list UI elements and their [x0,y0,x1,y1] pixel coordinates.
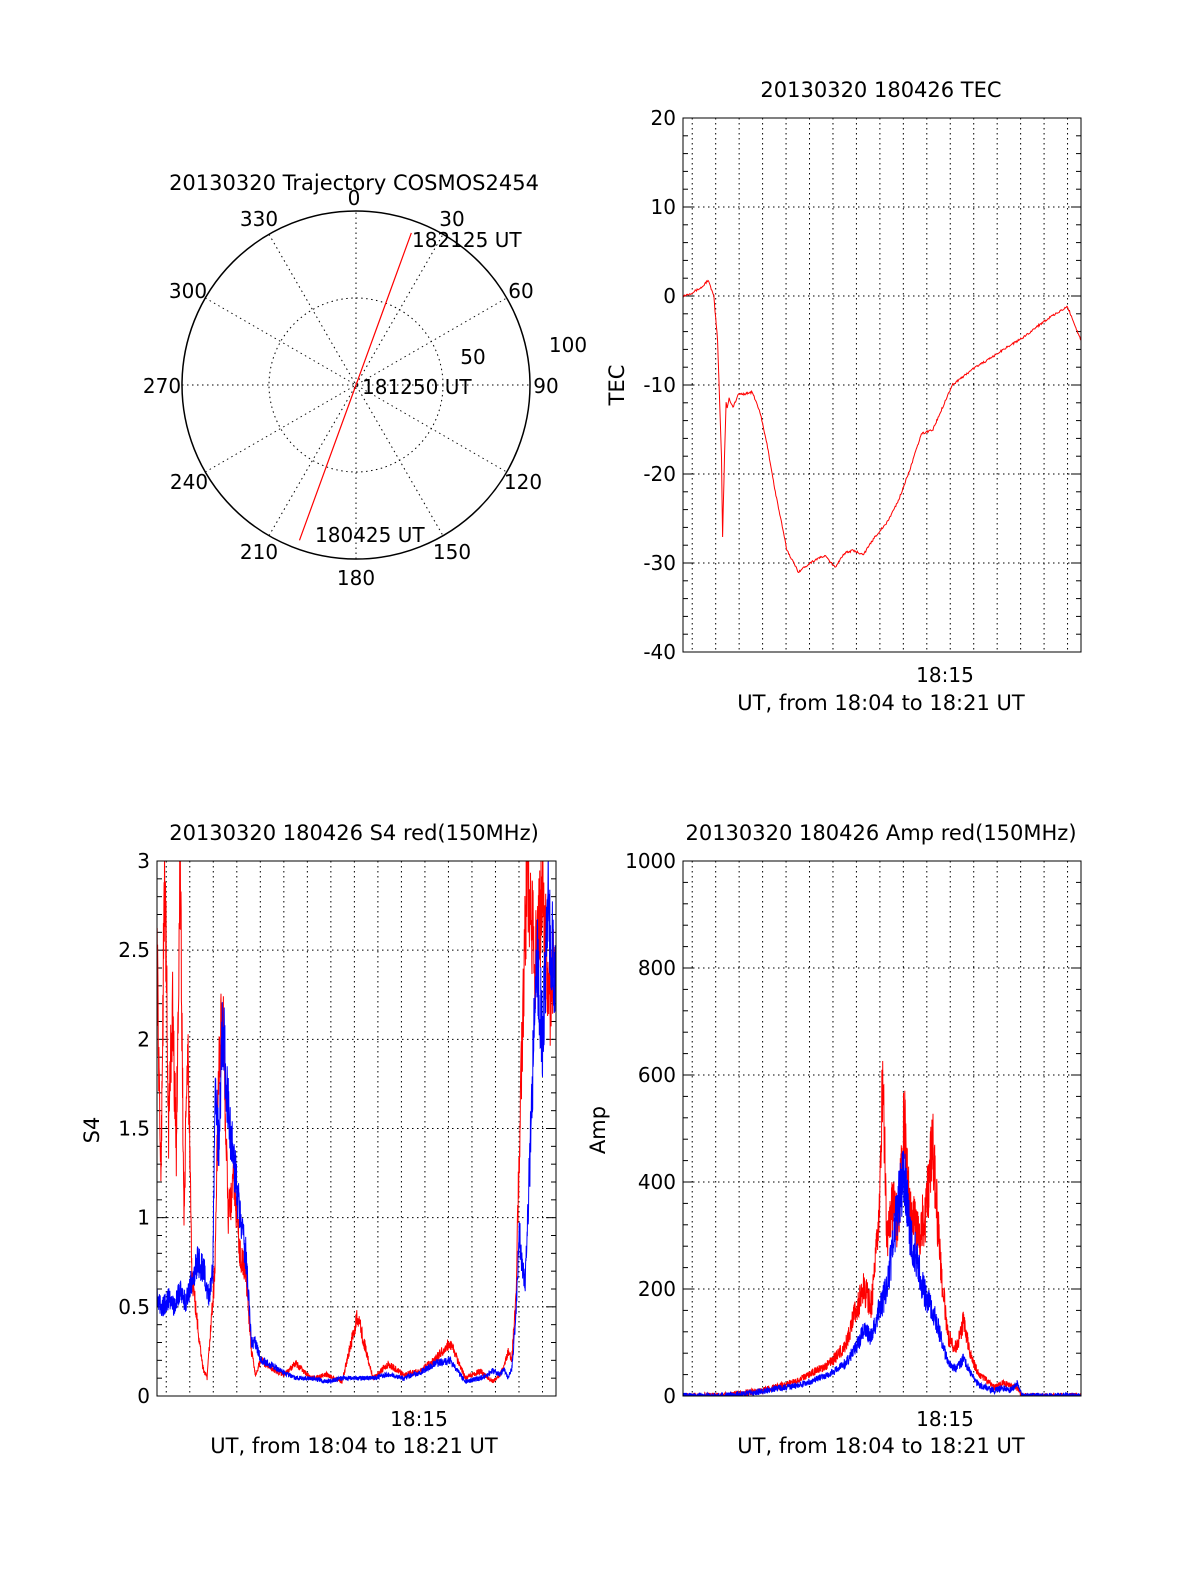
tec-ytick: -20 [643,462,676,486]
angle-label-240: 240 [170,470,208,494]
tec-ytick: 10 [651,195,676,219]
tec-plot-frame [682,117,1082,653]
tec-xlabel: UT, from 18:04 to 18:21 UT [737,691,1025,715]
s4-yticks: 3 2.5 2 1.5 1 0.5 0 [118,849,150,1408]
tec-series-red [683,279,1081,574]
angle-label-330: 330 [240,207,278,231]
amp-ytick: 600 [638,1063,676,1087]
s4-xtick-label: 18:15 [390,1407,448,1431]
amp-series-blue [683,1150,1081,1396]
tec-ytick: -30 [643,551,676,575]
tec-line-chart: 20130320 180426 TEC TEC UT, from 18:04 t… [605,78,1082,715]
s4-ytick: 3 [137,849,150,873]
angle-label-150: 150 [433,540,471,564]
amp-ylabel: Amp [586,1106,610,1154]
tec-ytick: 20 [651,106,676,130]
s4-series-blue [157,861,556,1385]
s4-line-chart: 20130320 180426 S4 red(150MHz) S4 UT, fr… [80,821,557,1458]
s4-ytick: 2.5 [118,938,150,962]
tec-minor-ticks [683,117,1081,653]
amp-plot-frame [682,860,1082,1397]
tec-ytick: -40 [643,640,676,664]
angle-label-270: 270 [143,374,181,398]
angle-label-210: 210 [240,540,278,564]
amp-ytick: 400 [638,1170,676,1194]
tec-ytick: -10 [643,373,676,397]
tec-yticks: 20 10 0 -10 -20 -30 -40 [643,106,676,664]
amp-xtick-label: 18:15 [916,1407,974,1431]
angle-label-90: 90 [533,374,558,398]
amp-series-red [683,1060,1081,1396]
angle-label-120: 120 [504,470,542,494]
satellite-track-line [298,232,412,541]
angle-label-300: 300 [169,279,207,303]
s4-ytick: 0 [137,1384,150,1408]
radial-label-100: 100 [549,333,587,357]
tec-xtick-label: 18:15 [916,663,974,687]
amp-ytick: 0 [663,1384,676,1408]
angle-label-30: 30 [439,207,464,231]
s4-grid [157,861,556,1396]
track-start-label: 180425 UT [315,523,425,547]
amp-ytick: 1000 [625,849,676,873]
polar-spoke [205,297,507,473]
tec-ylabel: TEC [605,365,629,407]
amp-ytick: 200 [638,1277,676,1301]
trajectory-title: 20130320 Trajectory COSMOS2454 [169,171,539,195]
track-mid-label: 181250 UT [362,375,472,399]
s4-ytick: 0.5 [118,1295,150,1319]
tec-ytick: 0 [663,284,676,308]
s4-xlabel: UT, from 18:04 to 18:21 UT [210,1434,498,1458]
s4-ytick: 1.5 [118,1117,150,1141]
amp-title: 20130320 180426 Amp red(150MHz) [685,821,1076,845]
polar-spokes [182,211,530,559]
tec-title: 20130320 180426 TEC [760,78,1001,102]
s4-ylabel: S4 [80,1117,104,1144]
amp-yticks: 1000 800 600 400 200 0 [625,849,676,1408]
angle-label-0: 0 [348,186,361,210]
angle-label-60: 60 [508,279,533,303]
polar-angle-labels: 0 30 60 90 120 150 180 210 240 270 300 3… [143,186,587,590]
polar-spoke [205,297,507,473]
radial-label-50: 50 [460,345,485,369]
trajectory-polar-plot: 20130320 Trajectory COSMOS2454 0 30 60 9… [143,171,587,590]
amp-ytick: 800 [638,956,676,980]
polar-spoke [268,234,444,536]
s4-plot-frame [156,860,557,1397]
amp-line-chart: 20130320 180426 Amp red(150MHz) Amp UT, … [586,821,1082,1458]
angle-label-180: 180 [337,566,375,590]
s4-ytick: 2 [137,1027,150,1051]
s4-ytick: 1 [137,1206,150,1230]
amp-xlabel: UT, from 18:04 to 18:21 UT [737,1434,1025,1458]
track-end-label: 182125 UT [412,228,522,252]
tec-grid [683,118,1081,652]
polar-spoke [268,234,444,536]
s4-title: 20130320 180426 S4 red(150MHz) [169,821,539,845]
